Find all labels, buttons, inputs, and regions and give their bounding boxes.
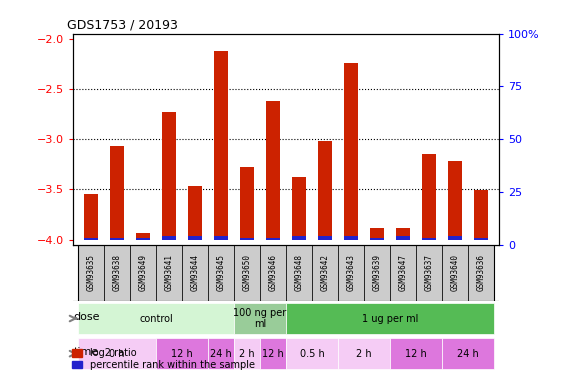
- FancyBboxPatch shape: [130, 245, 156, 301]
- Bar: [422, 238, 436, 240]
- Bar: [396, 228, 410, 240]
- Bar: [188, 186, 203, 240]
- Bar: [292, 236, 306, 240]
- Bar: [240, 238, 254, 240]
- Bar: [292, 177, 306, 240]
- FancyBboxPatch shape: [260, 338, 286, 369]
- Bar: [214, 236, 228, 240]
- Bar: [84, 238, 98, 240]
- Text: GSM93637: GSM93637: [425, 254, 434, 291]
- FancyBboxPatch shape: [208, 245, 234, 301]
- FancyBboxPatch shape: [260, 245, 286, 301]
- FancyBboxPatch shape: [208, 338, 234, 369]
- Text: 2 h: 2 h: [356, 349, 372, 358]
- FancyBboxPatch shape: [416, 245, 442, 301]
- Legend: log2 ratio, percentile rank within the sample: log2 ratio, percentile rank within the s…: [72, 348, 255, 370]
- Bar: [318, 141, 332, 240]
- Bar: [214, 51, 228, 240]
- Bar: [240, 167, 254, 240]
- Text: GSM93648: GSM93648: [295, 254, 304, 291]
- FancyBboxPatch shape: [312, 245, 338, 301]
- Bar: [162, 236, 176, 240]
- Text: GSM93642: GSM93642: [320, 254, 330, 291]
- Bar: [422, 154, 436, 240]
- FancyBboxPatch shape: [234, 338, 260, 369]
- FancyBboxPatch shape: [78, 303, 234, 334]
- FancyBboxPatch shape: [338, 338, 390, 369]
- Bar: [370, 238, 384, 240]
- Bar: [474, 238, 488, 240]
- FancyBboxPatch shape: [286, 245, 312, 301]
- Text: GSM93646: GSM93646: [269, 254, 278, 291]
- Text: GSM93635: GSM93635: [86, 254, 95, 291]
- Text: 100 ng per
ml: 100 ng per ml: [233, 308, 287, 329]
- Text: 12 h: 12 h: [171, 349, 193, 358]
- Text: 1 ug per ml: 1 ug per ml: [362, 314, 419, 324]
- Bar: [84, 195, 98, 240]
- Text: GSM93645: GSM93645: [217, 254, 226, 291]
- Text: dose: dose: [73, 312, 100, 322]
- Text: GDS1753 / 20193: GDS1753 / 20193: [67, 19, 178, 32]
- FancyBboxPatch shape: [182, 245, 208, 301]
- Text: 12 h: 12 h: [405, 349, 427, 358]
- Bar: [136, 238, 150, 240]
- FancyBboxPatch shape: [78, 338, 156, 369]
- Text: GSM93644: GSM93644: [191, 254, 200, 291]
- Bar: [266, 238, 280, 240]
- Text: 24 h: 24 h: [210, 349, 232, 358]
- Bar: [396, 236, 410, 240]
- FancyBboxPatch shape: [78, 245, 104, 301]
- Bar: [162, 112, 176, 240]
- Text: 0.5 h: 0.5 h: [300, 349, 324, 358]
- Bar: [344, 63, 358, 240]
- FancyBboxPatch shape: [104, 245, 130, 301]
- Text: GSM93640: GSM93640: [450, 254, 459, 291]
- Bar: [474, 190, 488, 240]
- Text: GSM93636: GSM93636: [477, 254, 486, 291]
- Bar: [136, 232, 150, 240]
- FancyBboxPatch shape: [286, 338, 338, 369]
- Bar: [344, 236, 358, 240]
- Text: GSM93643: GSM93643: [347, 254, 356, 291]
- Text: control: control: [139, 314, 173, 324]
- Text: GSM93650: GSM93650: [242, 254, 252, 291]
- Text: GSM93647: GSM93647: [399, 254, 408, 291]
- FancyBboxPatch shape: [156, 245, 182, 301]
- FancyBboxPatch shape: [156, 338, 208, 369]
- FancyBboxPatch shape: [286, 303, 494, 334]
- Text: GSM93641: GSM93641: [164, 254, 173, 291]
- Text: 12 h: 12 h: [262, 349, 284, 358]
- FancyBboxPatch shape: [442, 245, 468, 301]
- Bar: [318, 236, 332, 240]
- FancyBboxPatch shape: [442, 338, 494, 369]
- FancyBboxPatch shape: [234, 245, 260, 301]
- Bar: [188, 236, 203, 240]
- Text: time: time: [73, 347, 99, 357]
- Text: 24 h: 24 h: [457, 349, 479, 358]
- Text: 2 h: 2 h: [240, 349, 255, 358]
- FancyBboxPatch shape: [338, 245, 364, 301]
- Bar: [448, 236, 462, 240]
- Text: 0 h: 0 h: [109, 349, 125, 358]
- Text: GSM93639: GSM93639: [373, 254, 381, 291]
- FancyBboxPatch shape: [390, 245, 416, 301]
- FancyBboxPatch shape: [364, 245, 390, 301]
- Bar: [266, 101, 280, 240]
- FancyBboxPatch shape: [234, 303, 286, 334]
- FancyBboxPatch shape: [468, 245, 494, 301]
- FancyBboxPatch shape: [390, 338, 442, 369]
- Bar: [110, 238, 125, 240]
- Text: GSM93638: GSM93638: [113, 254, 122, 291]
- Bar: [448, 161, 462, 240]
- Bar: [110, 146, 125, 240]
- Bar: [370, 228, 384, 240]
- Text: GSM93649: GSM93649: [139, 254, 148, 291]
